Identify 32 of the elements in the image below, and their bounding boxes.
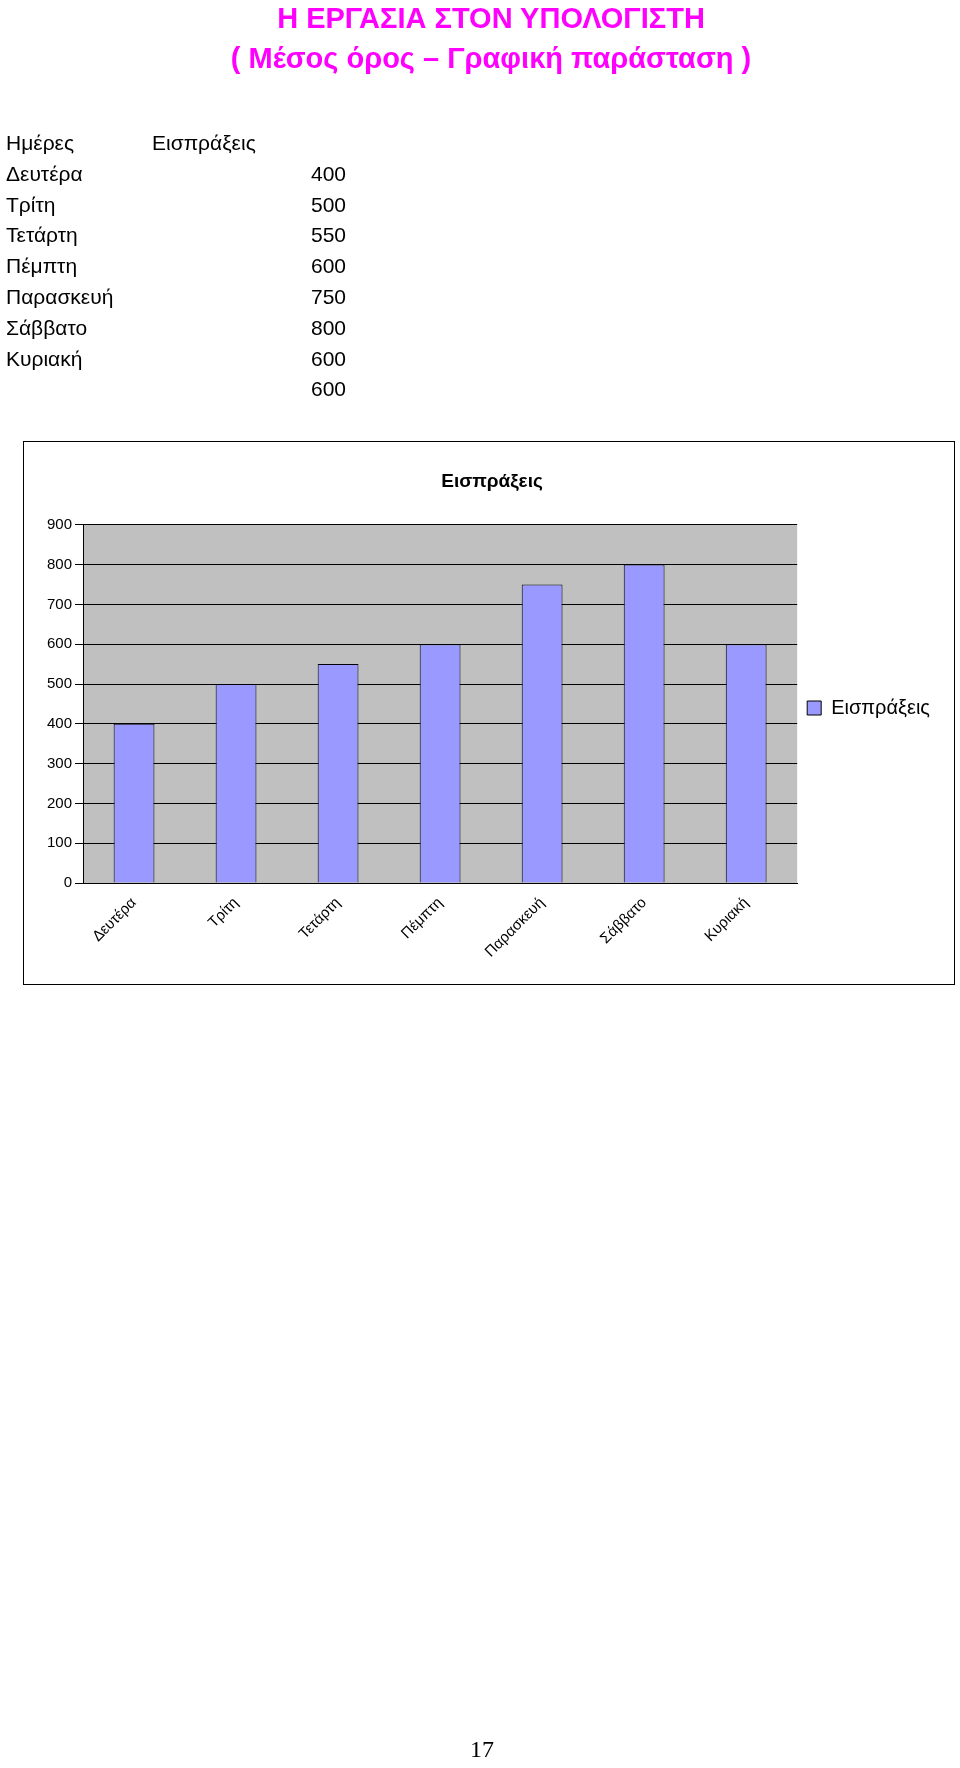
text: Ημέρες (6, 131, 75, 155)
y-tick-label: 400 (47, 713, 73, 731)
chart-title: Εισπράξεις (441, 469, 543, 492)
text: 600 (309, 346, 346, 371)
y-tick-label: 100 (47, 833, 73, 851)
text: Εισπράξεις (152, 131, 256, 155)
text: Τρίτη (6, 192, 56, 217)
y-tick-label: 700 (47, 594, 73, 612)
y-tick-label: 600 (47, 634, 73, 652)
text: Η ΕΡΓΑΣΙΑ ΣΤΟΝ ΥΠΟΛΟΓΙΣΤΗ (276, 2, 706, 35)
text: Κυριακή (6, 346, 83, 371)
y-tick-label: 300 (47, 753, 73, 771)
y-tick-label: 500 (47, 674, 73, 692)
text: 750 (309, 285, 346, 309)
legend-label: Εισπράξεις (831, 695, 931, 718)
text: ( Μέσος όρος – Γραφική παράσταση ) (229, 42, 753, 75)
text: 400 (309, 161, 346, 186)
text: Τετάρτη (6, 223, 78, 248)
y-tick-label: 0 (63, 873, 73, 891)
text: Δευτέρα (6, 161, 83, 186)
text: Σάββατο (6, 315, 88, 340)
text: 600 (309, 377, 346, 402)
text: 500 (309, 192, 346, 217)
y-tick-label: 200 (47, 793, 73, 811)
text: 600 (309, 254, 346, 279)
text: 550 (309, 223, 346, 248)
text: Παρασκευή (6, 285, 114, 309)
text: 17 (470, 1736, 494, 1763)
y-tick-label: 900 (47, 514, 73, 532)
text: 800 (309, 315, 346, 340)
text: Πέμπτη (6, 254, 78, 279)
y-tick-label: 800 (47, 554, 73, 572)
